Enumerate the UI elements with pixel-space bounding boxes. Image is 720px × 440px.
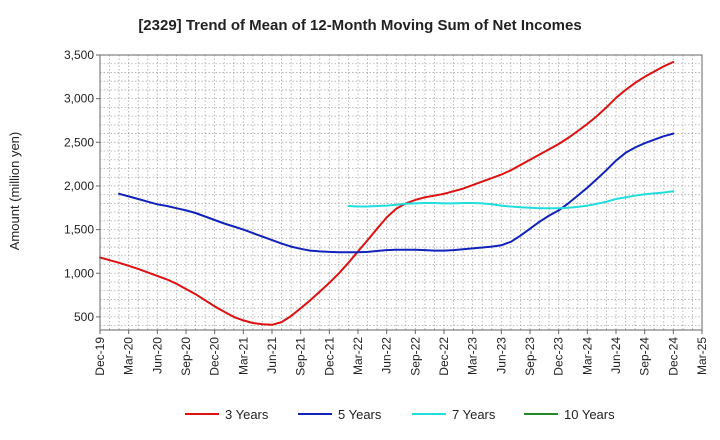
series-line-3-years	[99, 61, 675, 326]
x-tick-label: Sep-21	[294, 337, 308, 376]
x-tick-label: Dec-24	[666, 337, 680, 376]
x-tick-label: Sep-20	[179, 337, 193, 376]
x-tick-label: Mar-20	[122, 337, 136, 375]
y-tick-label: 2,500	[64, 135, 94, 149]
series-line-5-years	[118, 132, 675, 254]
x-tick-label: Jun-22	[380, 337, 394, 374]
series-lines	[99, 61, 675, 326]
x-tick-label: Mar-21	[236, 337, 250, 375]
x-tick-label: Sep-24	[638, 337, 652, 376]
y-tick-label: 1,500	[64, 223, 94, 237]
x-tick-label: Mar-23	[466, 337, 480, 375]
y-axis-ticks: 500 1,000 1,500 2,000 2,500 3,000 3,500	[64, 48, 100, 324]
x-tick-label: Sep-23	[523, 337, 537, 376]
chart-title: [2329] Trend of Mean of 12-Month Moving …	[138, 17, 581, 34]
x-tick-label: Mar-22	[351, 337, 365, 375]
x-tick-label: Mar-25	[695, 337, 709, 375]
x-tick-label: Dec-19	[93, 337, 107, 376]
legend-label: 10 Years	[564, 407, 615, 422]
legend-label: 7 Years	[452, 407, 496, 422]
legend-label: 5 Years	[338, 407, 382, 422]
y-tick-label: 500	[74, 310, 94, 324]
x-tick-label: Dec-22	[437, 337, 451, 376]
x-tick-label: Dec-20	[208, 337, 222, 376]
x-axis-ticks: Dec-19 Mar-20 Jun-20 Sep-20 Dec-20 Mar-21 Jun-…	[93, 330, 709, 376]
y-tick-label: 3,000	[64, 92, 94, 106]
legend-label: 3 Years	[225, 407, 269, 422]
legend: 3 Years 5 Years 7 Years 10 Years	[185, 407, 615, 422]
plot-frame	[99, 54, 703, 331]
x-tick-label: Jun-24	[609, 337, 623, 374]
series-line-7-years	[347, 190, 675, 210]
x-tick-label: Sep-22	[408, 337, 422, 376]
x-tick-label: Jun-20	[150, 337, 164, 374]
x-tick-label: Jun-23	[494, 337, 508, 374]
x-tick-label: Dec-23	[552, 337, 566, 376]
x-tick-label: Dec-21	[322, 337, 336, 376]
y-axis-label: Amount (million yen)	[7, 132, 22, 251]
y-tick-label: 3,500	[64, 48, 94, 62]
x-tick-label: Mar-24	[580, 337, 594, 375]
grid	[99, 55, 703, 330]
y-tick-label: 1,000	[64, 266, 94, 280]
y-tick-label: 2,000	[64, 179, 94, 193]
x-tick-label: Jun-21	[265, 337, 279, 374]
